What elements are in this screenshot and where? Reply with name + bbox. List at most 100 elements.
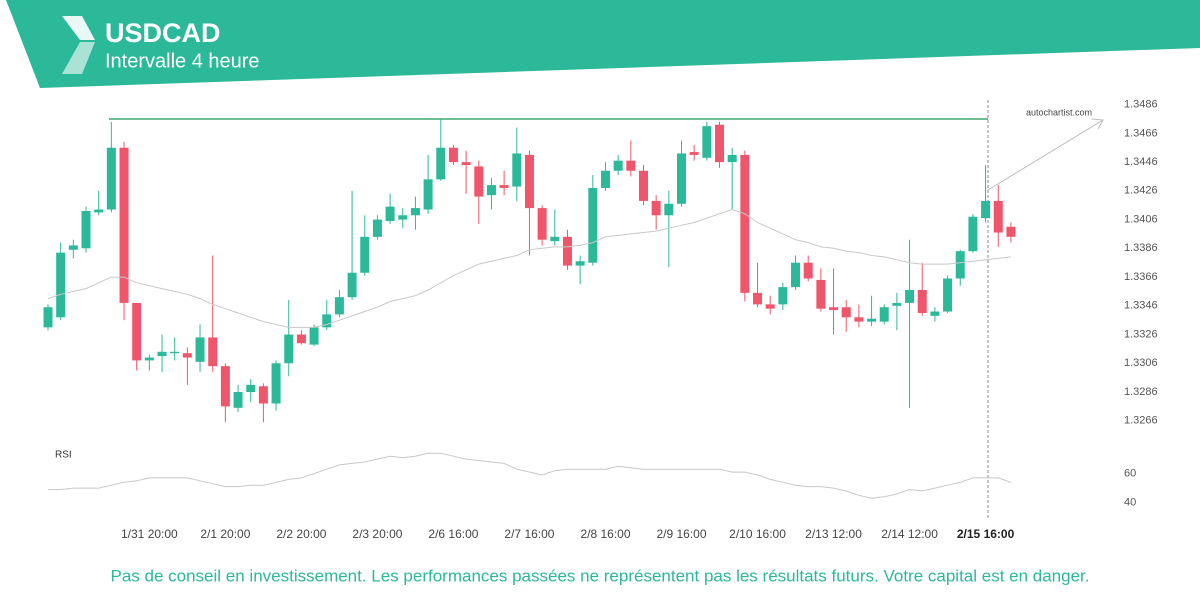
candle-body xyxy=(829,307,839,311)
candle-body xyxy=(550,236,560,242)
candle-body xyxy=(246,384,256,393)
y-tick-label: 1.3446 xyxy=(1124,156,1158,168)
candle-body xyxy=(778,287,788,305)
y-tick-label: 1.3366 xyxy=(1124,271,1158,283)
x-tick-label: 2/9 16:00 xyxy=(656,527,706,541)
candle-body xyxy=(1006,226,1016,237)
candle-body xyxy=(588,187,598,263)
x-tick-label: 2/2 20:00 xyxy=(276,527,326,541)
x-tick-label: 2/6 16:00 xyxy=(428,527,478,541)
y-tick-label: 1.3406 xyxy=(1124,213,1158,225)
projection-arrowhead xyxy=(1091,118,1104,130)
x-tick-label: 2/13 12:00 xyxy=(805,527,862,541)
candle-body xyxy=(816,279,826,309)
rsi-label: RSI xyxy=(55,450,72,461)
candle-body xyxy=(512,153,522,187)
chart-title: USDCAD xyxy=(105,18,221,48)
header-banner xyxy=(6,0,1200,88)
x-tick-label: 2/7 16:00 xyxy=(504,527,554,541)
candle-body xyxy=(993,200,1003,233)
candle-body xyxy=(803,262,813,279)
candle-body xyxy=(562,236,572,266)
candle-body xyxy=(334,297,344,315)
candle-body xyxy=(398,215,408,220)
candle-body xyxy=(905,289,915,303)
candle-body xyxy=(753,292,763,305)
x-tick-label: 1/31 20:00 xyxy=(121,527,178,541)
logo xyxy=(62,16,95,40)
candle-body xyxy=(702,126,712,158)
candle-body xyxy=(43,307,53,328)
y-tick-label: 1.3306 xyxy=(1124,357,1158,369)
candle-body xyxy=(182,353,192,358)
x-tick-label: 2/10 16:00 xyxy=(729,527,786,541)
y-tick-label: 1.3426 xyxy=(1124,185,1158,197)
candle-body xyxy=(664,203,674,216)
candle-body xyxy=(638,170,648,201)
y-tick-label: 1.3346 xyxy=(1124,300,1158,312)
candle-body xyxy=(917,289,927,313)
y-tick-label: 1.3266 xyxy=(1124,415,1158,427)
candle-body xyxy=(943,278,953,312)
logo xyxy=(62,42,95,74)
candle-body xyxy=(600,170,610,188)
candle-body xyxy=(68,245,78,250)
candle-body xyxy=(170,351,180,354)
candle-body xyxy=(689,152,699,155)
candle-body xyxy=(892,302,902,306)
candle-body xyxy=(727,154,737,163)
candle-body xyxy=(740,154,750,293)
candle-body xyxy=(410,208,420,216)
candle-body xyxy=(575,261,585,266)
candle-body xyxy=(423,179,433,210)
candle-body xyxy=(372,219,382,237)
x-tick-label: 2/14 12:00 xyxy=(881,527,938,541)
candle-body xyxy=(626,160,636,171)
y-tick-label: 1.3466 xyxy=(1124,127,1158,139)
candle-body xyxy=(296,334,306,344)
candle-body xyxy=(220,366,230,407)
candle-body xyxy=(360,236,370,273)
candle-body xyxy=(195,337,205,362)
annotation: autochartist.com xyxy=(1026,107,1092,117)
rsi-line xyxy=(48,452,1012,499)
disclaimer: Pas de conseil en investissement. Les pe… xyxy=(111,566,1090,585)
candle-body xyxy=(436,147,446,180)
y-tick-label: 1.3486 xyxy=(1124,99,1158,111)
candle-body xyxy=(524,154,534,209)
candle-body xyxy=(94,209,104,213)
candle-body xyxy=(765,304,775,309)
x-tick-label: 2/3 20:00 xyxy=(352,527,402,541)
candle-body xyxy=(930,311,940,316)
candle-body xyxy=(841,307,851,318)
candle-body xyxy=(955,251,965,279)
x-tick-label: 2/1 20:00 xyxy=(200,527,250,541)
candle-body xyxy=(56,252,66,318)
y-tick-label: 60 xyxy=(1124,467,1136,479)
candle-body xyxy=(322,314,332,328)
candle-body xyxy=(119,147,129,303)
candle-body xyxy=(284,334,294,364)
candle-body xyxy=(157,351,167,357)
x-tick-label: 2/15 16:00 xyxy=(957,527,1015,541)
candle-body xyxy=(309,327,319,345)
chart-subtitle: Intervalle 4 heure xyxy=(105,50,260,72)
candle-body xyxy=(106,147,116,210)
candle-body xyxy=(448,147,458,163)
candle-body xyxy=(677,153,686,204)
candle-body xyxy=(258,386,268,404)
candle-body xyxy=(461,162,471,165)
candle-body xyxy=(537,208,547,240)
candle-body xyxy=(867,318,877,322)
candle-body xyxy=(385,206,395,222)
candle-body xyxy=(715,124,725,163)
candle-body xyxy=(499,185,509,188)
candle-body xyxy=(486,185,496,196)
candle-body xyxy=(968,216,978,252)
candle-body xyxy=(981,200,991,219)
projection-arrow xyxy=(987,119,1104,191)
y-tick-label: 1.3326 xyxy=(1124,328,1158,340)
candle-body xyxy=(233,392,243,408)
x-tick-label: 2/8 16:00 xyxy=(580,527,630,541)
